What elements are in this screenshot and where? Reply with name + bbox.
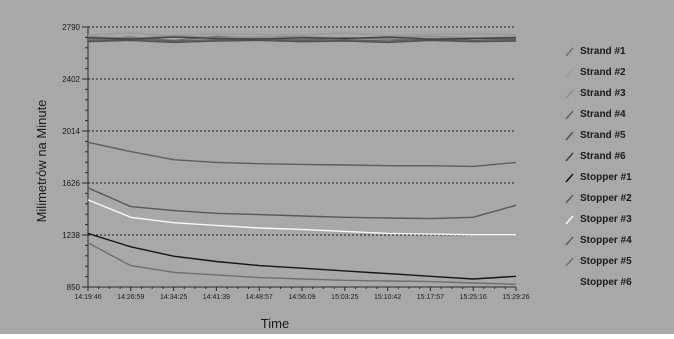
x-tick-label: 14:41:39 [203, 294, 230, 301]
legend-swatch [565, 89, 574, 99]
legend-label: Stopper #3 [580, 214, 632, 225]
legend-swatch [565, 194, 574, 204]
legend: Strand #1 Strand #2 Strand #3 Strand #4 Stra… [565, 46, 632, 288]
legend-item: Stopper #6 [580, 277, 632, 288]
y-tick-label: 2790 [62, 23, 80, 32]
legend-item: Strand #5 [565, 130, 626, 141]
series-line-stopper-3 [87, 199, 516, 236]
legend-item: Strand #1 [565, 46, 626, 57]
axes: 850 1238 1626 2014 2402 2790 14:19:46 14:26:59 1… [62, 23, 530, 301]
legend-item: Stopper #5 [565, 256, 632, 267]
series-lines [87, 32, 517, 285]
legend-label: Stopper #6 [580, 277, 632, 288]
series-line-strand-3 [87, 35, 517, 40]
series-line-stopper-2 [87, 187, 517, 220]
legend-label: Strand #1 [580, 46, 626, 57]
legend-label: Stopper #2 [580, 193, 632, 204]
legend-label: Strand #3 [580, 88, 626, 99]
x-tick-label: 14:56:09 [288, 294, 315, 301]
x-tick-label: 15:03:25 [331, 294, 358, 301]
legend-swatch [565, 215, 574, 225]
legend-label: Strand #6 [580, 151, 626, 162]
legend-swatch [565, 131, 574, 141]
x-tick-label: 14:26:59 [117, 294, 144, 301]
series-line-strand-6 [87, 36, 517, 40]
x-tick-label: 15:10:42 [374, 294, 401, 301]
legend-item: Stopper #2 [565, 193, 632, 204]
legend-item: Strand #6 [565, 151, 626, 162]
series-line-stopper-1 [87, 232, 517, 280]
legend-swatch [565, 173, 574, 183]
legend-label: Stopper #4 [580, 235, 632, 246]
legend-swatch [565, 152, 574, 162]
legend-swatch [565, 68, 574, 78]
legend-item: Strand #4 [565, 109, 626, 120]
series-line-strand-2 [87, 32, 517, 37]
legend-item: Stopper #3 [565, 214, 632, 225]
legend-label: Strand #5 [580, 130, 626, 141]
x-tick-label: 14:48:57 [246, 294, 273, 301]
series-line-strand-5 [87, 39, 517, 44]
legend-label: Stopper #1 [580, 172, 632, 183]
x-tick-label: 15:29:26 [502, 294, 529, 301]
legend-swatch [565, 110, 574, 120]
legend-item: Stopper #1 [565, 172, 632, 183]
legend-swatch [565, 257, 574, 267]
y-tick-label: 2402 [62, 75, 80, 84]
x-tick-label: 14:34:25 [160, 294, 187, 301]
legend-item: Strand #2 [565, 67, 626, 78]
legend-item: Strand #3 [565, 88, 626, 99]
x-axis-label: Time [261, 316, 289, 331]
legend-label: Strand #2 [580, 67, 626, 78]
series-line-stopper-4 [87, 141, 517, 168]
y-tick-label: 2014 [62, 127, 80, 136]
series-line-stopper-5 [87, 242, 517, 285]
x-tick-label: 15:17:57 [417, 294, 444, 301]
legend-item: Stopper #4 [565, 235, 632, 246]
x-tick-label: 14:19:46 [74, 294, 101, 301]
legend-swatch [565, 236, 574, 246]
y-axis-label: Milimetrów na Minute [34, 100, 49, 223]
x-tick-label: 15:25:16 [460, 294, 487, 301]
y-tick-label: 1626 [62, 179, 80, 188]
legend-label: Strand #4 [580, 109, 626, 120]
legend-label: Stopper #5 [580, 256, 632, 267]
y-tick-label: 1238 [62, 231, 80, 240]
legend-swatch [565, 47, 574, 57]
y-tick-label: 850 [67, 283, 81, 292]
